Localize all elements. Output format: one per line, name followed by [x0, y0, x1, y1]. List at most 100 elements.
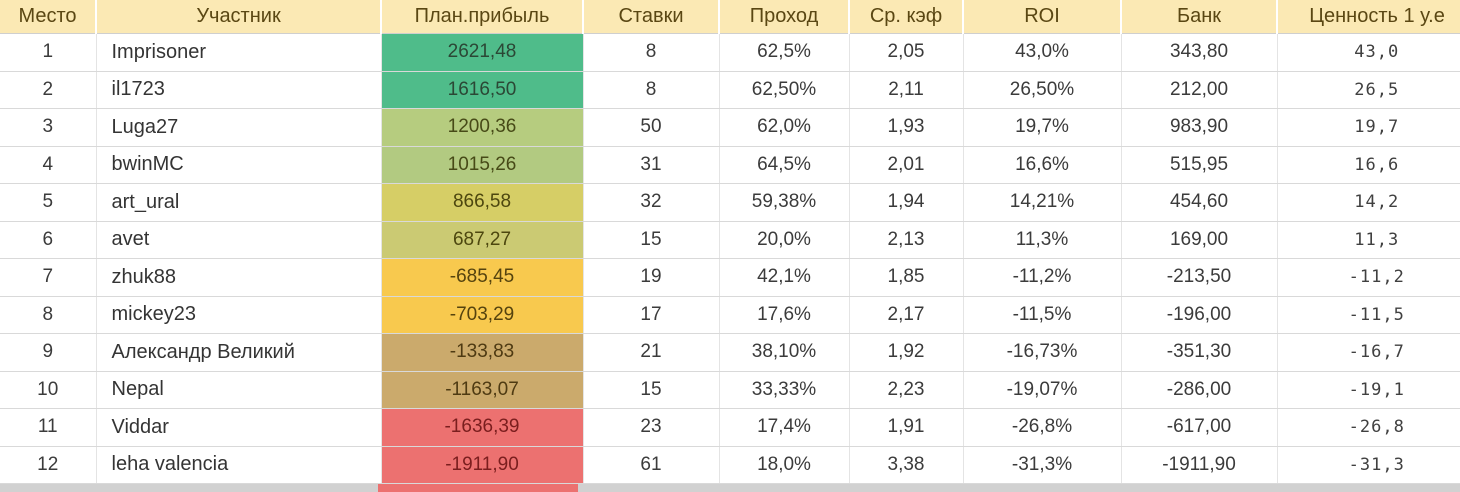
column-header-bank[interactable]: Банк: [1121, 0, 1278, 34]
cell-bank[interactable]: 983,90: [1121, 108, 1278, 147]
cell-place[interactable]: 6: [0, 221, 97, 259]
cell-bank[interactable]: -213,50: [1121, 258, 1278, 297]
cell-participant[interactable]: avet: [96, 221, 382, 259]
cell-bets[interactable]: 15: [583, 221, 720, 259]
cell-bets[interactable]: 32: [583, 183, 720, 222]
cell-value_per_unit[interactable]: 19,7: [1277, 108, 1460, 147]
cell-plan_profit[interactable]: 1015,26: [381, 146, 584, 184]
cell-pass_rate[interactable]: 62,50%: [719, 71, 850, 109]
cell-pass_rate[interactable]: 59,38%: [719, 183, 850, 222]
cell-avg_odds[interactable]: 1,93: [849, 108, 964, 147]
cell-plan_profit[interactable]: 687,27: [381, 221, 584, 259]
cell-plan_profit[interactable]: -133,83: [381, 333, 584, 372]
cell-roi[interactable]: 11,3%: [963, 221, 1122, 259]
cell-pass_rate[interactable]: 20,0%: [719, 221, 850, 259]
cell-participant[interactable]: mickey23: [96, 296, 382, 334]
cell-bank[interactable]: 343,80: [1121, 33, 1278, 72]
cell-bank[interactable]: -286,00: [1121, 371, 1278, 409]
cell-place[interactable]: 5: [0, 183, 97, 222]
cell-pass_rate[interactable]: 62,0%: [719, 108, 850, 147]
cell-avg_odds[interactable]: 1,94: [849, 183, 964, 222]
cell-bets[interactable]: 8: [583, 71, 720, 109]
cell-place[interactable]: 8: [0, 296, 97, 334]
cell-value_per_unit[interactable]: -11,2: [1277, 258, 1460, 297]
cell-avg_odds[interactable]: 1,91: [849, 408, 964, 447]
cell-roi[interactable]: -11,5%: [963, 296, 1122, 334]
cell-roi[interactable]: 43,0%: [963, 33, 1122, 72]
cell-avg_odds[interactable]: 1,85: [849, 258, 964, 297]
cell-participant[interactable]: Александр Великий: [96, 333, 382, 372]
cell-plan_profit[interactable]: 2621,48: [381, 33, 584, 72]
cell-plan_profit[interactable]: -1636,39: [381, 408, 584, 447]
cell-value_per_unit[interactable]: 26,5: [1277, 71, 1460, 109]
cell-value_per_unit[interactable]: -26,8: [1277, 408, 1460, 447]
cell-place[interactable]: 12: [0, 446, 97, 484]
column-header-pass_rate[interactable]: Проход: [719, 0, 850, 34]
cell-pass_rate[interactable]: 17,4%: [719, 408, 850, 447]
cell-bets[interactable]: 17: [583, 296, 720, 334]
cell-place[interactable]: 11: [0, 408, 97, 447]
cell-place[interactable]: 1: [0, 33, 97, 72]
cell-roi[interactable]: -26,8%: [963, 408, 1122, 447]
cell-bank[interactable]: -617,00: [1121, 408, 1278, 447]
column-header-bets[interactable]: Ставки: [583, 0, 720, 34]
cell-plan_profit[interactable]: 1200,36: [381, 108, 584, 147]
cell-avg_odds[interactable]: 3,38: [849, 446, 964, 484]
cell-bank[interactable]: 212,00: [1121, 71, 1278, 109]
cell-participant[interactable]: art_ural: [96, 183, 382, 222]
cell-plan_profit[interactable]: -703,29: [381, 296, 584, 334]
cell-participant[interactable]: zhuk88: [96, 258, 382, 297]
column-header-place[interactable]: Место: [0, 0, 97, 34]
cell-place[interactable]: 4: [0, 146, 97, 184]
cell-plan_profit[interactable]: 866,58: [381, 183, 584, 222]
cell-participant[interactable]: bwinMC: [96, 146, 382, 184]
cell-participant[interactable]: Viddar: [96, 408, 382, 447]
cell-participant[interactable]: Luga27: [96, 108, 382, 147]
cell-participant[interactable]: Imprisoner: [96, 33, 382, 72]
cell-pass_rate[interactable]: 42,1%: [719, 258, 850, 297]
cell-roi[interactable]: 14,21%: [963, 183, 1122, 222]
cell-roi[interactable]: 16,6%: [963, 146, 1122, 184]
cell-roi[interactable]: -31,3%: [963, 446, 1122, 484]
cell-value_per_unit[interactable]: 43,0: [1277, 33, 1460, 72]
cell-participant[interactable]: Nepal: [96, 371, 382, 409]
cell-bets[interactable]: 19: [583, 258, 720, 297]
cell-bets[interactable]: 23: [583, 408, 720, 447]
cell-plan_profit[interactable]: -1911,90: [381, 446, 584, 484]
cell-roi[interactable]: 26,50%: [963, 71, 1122, 109]
cell-avg_odds[interactable]: 2,05: [849, 33, 964, 72]
column-header-value_per_unit[interactable]: Ценность 1 у.е: [1277, 0, 1460, 34]
cell-bank[interactable]: -196,00: [1121, 296, 1278, 334]
cell-roi[interactable]: -19,07%: [963, 371, 1122, 409]
column-header-plan_profit[interactable]: План.прибыль: [381, 0, 584, 34]
cell-place[interactable]: 10: [0, 371, 97, 409]
cell-place[interactable]: 3: [0, 108, 97, 147]
cell-bets[interactable]: 15: [583, 371, 720, 409]
cell-plan_profit[interactable]: -685,45: [381, 258, 584, 297]
cell-bets[interactable]: 21: [583, 333, 720, 372]
cell-participant[interactable]: il1723: [96, 71, 382, 109]
cell-avg_odds[interactable]: 2,01: [849, 146, 964, 184]
cell-avg_odds[interactable]: 2,13: [849, 221, 964, 259]
cell-value_per_unit[interactable]: -31,3: [1277, 446, 1460, 484]
cell-roi[interactable]: -11,2%: [963, 258, 1122, 297]
cell-roi[interactable]: -16,73%: [963, 333, 1122, 372]
cell-bank[interactable]: -351,30: [1121, 333, 1278, 372]
cell-place[interactable]: 7: [0, 258, 97, 297]
cell-avg_odds[interactable]: 2,11: [849, 71, 964, 109]
cell-place[interactable]: 9: [0, 333, 97, 372]
cell-value_per_unit[interactable]: -11,5: [1277, 296, 1460, 334]
cell-roi[interactable]: 19,7%: [963, 108, 1122, 147]
cell-pass_rate[interactable]: 62,5%: [719, 33, 850, 72]
cell-pass_rate[interactable]: 64,5%: [719, 146, 850, 184]
cell-value_per_unit[interactable]: -16,7: [1277, 333, 1460, 372]
cell-bank[interactable]: 169,00: [1121, 221, 1278, 259]
cell-place[interactable]: 2: [0, 71, 97, 109]
cell-pass_rate[interactable]: 38,10%: [719, 333, 850, 372]
cell-avg_odds[interactable]: 2,23: [849, 371, 964, 409]
cell-bank[interactable]: -1911,90: [1121, 446, 1278, 484]
column-header-roi[interactable]: ROI: [963, 0, 1122, 34]
cell-bank[interactable]: 515,95: [1121, 146, 1278, 184]
cell-avg_odds[interactable]: 2,17: [849, 296, 964, 334]
cell-value_per_unit[interactable]: -19,1: [1277, 371, 1460, 409]
